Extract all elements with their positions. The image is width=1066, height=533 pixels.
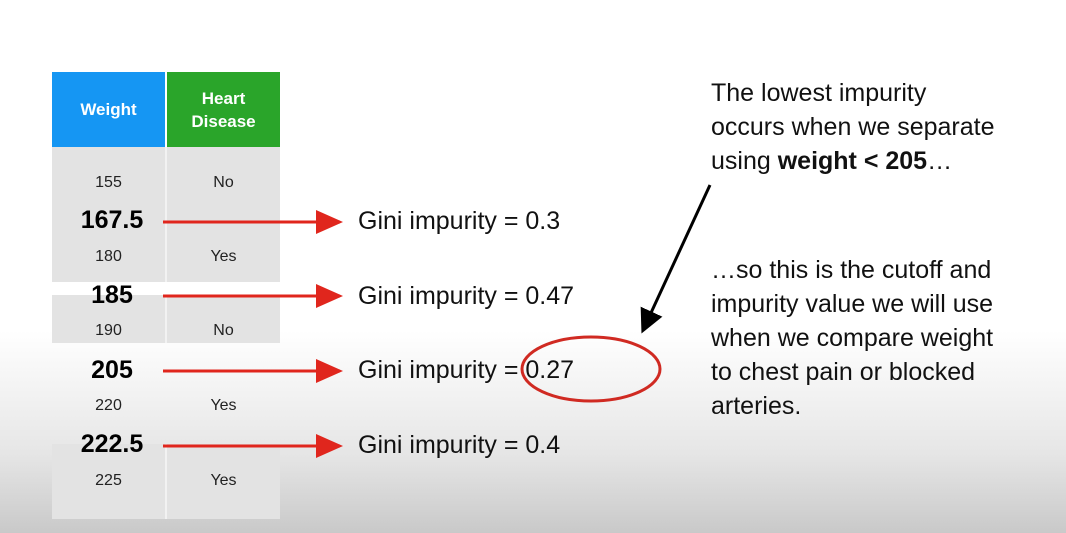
table-cell-disease: No (213, 174, 234, 191)
table-cell-weight: 180 (95, 248, 122, 265)
note-line: when we compare weight (711, 324, 994, 352)
cutoff-label: 222.5 (80, 430, 144, 458)
table-cell-weight: 155 (95, 174, 122, 191)
data-table: Weight Heart Disease (52, 72, 280, 519)
cutoff-label: 205 (91, 356, 133, 384)
table-cell-disease: Yes (210, 397, 237, 414)
note-emphasis: weight < 205 (777, 147, 928, 175)
note-line: arteries. (711, 392, 802, 420)
note-line: impurity value we will use (711, 290, 994, 318)
gini-impurity-label: Gini impurity = 0.3 (358, 207, 561, 235)
header-heart-disease: Heart Disease (167, 72, 280, 147)
table-cell-disease: Yes (210, 472, 237, 489)
table-cell-weight: 225 (95, 472, 122, 489)
note-top: The lowest impurity occurs when we separ… (711, 76, 994, 178)
table-cell-weight: 190 (95, 322, 122, 339)
highlight-circle (520, 335, 662, 403)
gini-impurity-label: Gini impurity = 0.27 (358, 356, 575, 384)
note-line: occurs when we separate (711, 113, 995, 141)
note-line: …so this is the cutoff and (711, 256, 992, 284)
pointer-arrow (640, 184, 712, 334)
note-bottom: …so this is the cutoff and impurity valu… (711, 253, 993, 423)
header-heart-disease-label: Heart Disease (191, 88, 256, 131)
table-band (52, 147, 280, 282)
gini-impurity-label: Gini impurity = 0.47 (358, 282, 575, 310)
table-band (52, 444, 280, 519)
table-cell-disease: No (213, 322, 234, 339)
note-line: using weight < 205… (711, 147, 953, 175)
table-band (52, 295, 280, 343)
note-line: The lowest impurity (711, 79, 927, 107)
cutoff-label: 185 (91, 281, 133, 309)
note-line: to chest pain or blocked (711, 358, 976, 386)
header-weight: Weight (52, 72, 165, 147)
cutoff-label: 167.5 (80, 206, 144, 234)
gini-impurity-label: Gini impurity = 0.4 (358, 431, 561, 459)
table-cell-weight: 220 (95, 397, 122, 414)
table-cell-disease: Yes (210, 248, 237, 265)
